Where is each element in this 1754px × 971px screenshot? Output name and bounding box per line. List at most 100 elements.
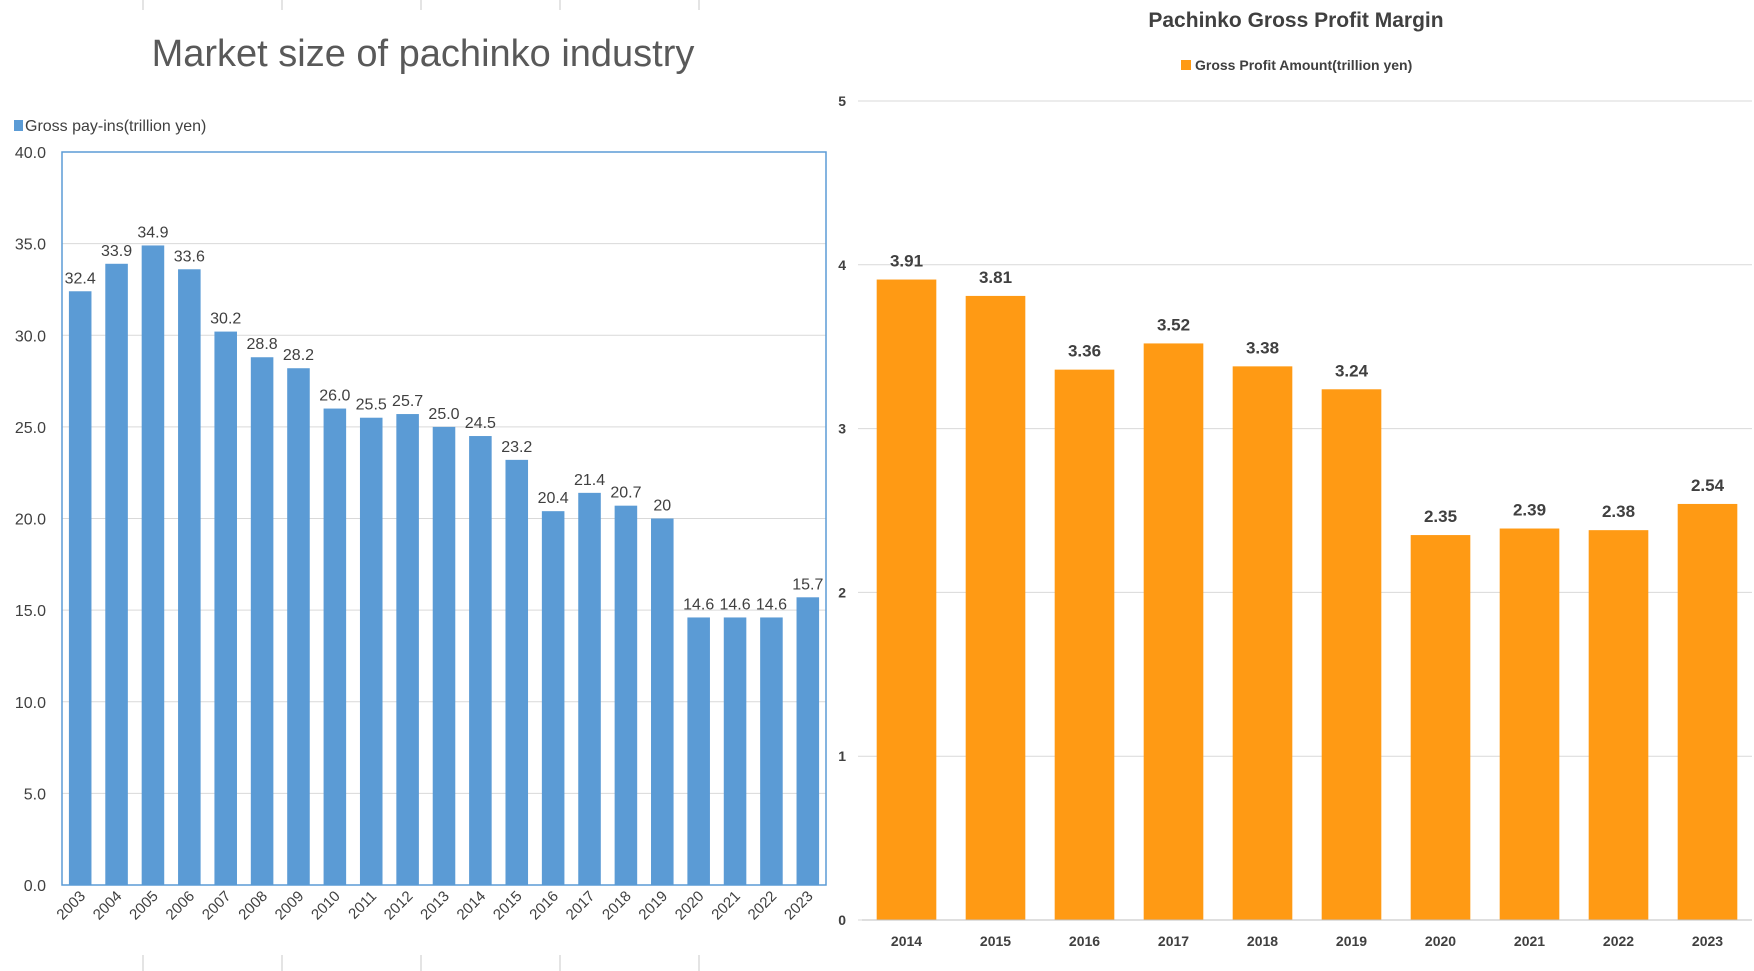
left-x-tick-label-2017: 2017 <box>563 888 599 924</box>
left-bars <box>68 245 820 886</box>
left-legend-label: Gross pay-ins(trillion yen) <box>25 118 206 135</box>
left-bar-2003 <box>68 291 92 885</box>
left-y-tick-label: 15.0 <box>15 603 46 620</box>
right-x-tick-label-2020: 2020 <box>1425 933 1456 949</box>
left-x-tick-label-2011: 2011 <box>345 888 380 923</box>
right-bar-2021 <box>1499 528 1560 920</box>
left-plot-border <box>61 151 827 886</box>
left-x-tick-label-2004: 2004 <box>90 888 126 924</box>
left-y-tick-label: 25.0 <box>15 420 46 437</box>
left-data-label-2006: 33.6 <box>174 248 205 265</box>
right-y-tick-label: 5 <box>838 93 846 109</box>
left-legend-swatch <box>14 120 23 131</box>
left-bar-2018 <box>614 505 638 885</box>
left-y-axis: 0.0 5.0 10.0 15.0 20.0 25.0 30.0 35.0 40.0 <box>15 145 46 895</box>
left-bar-2015 <box>505 459 529 885</box>
left-bar-2020 <box>687 617 710 885</box>
right-bar-2017 <box>1143 343 1204 920</box>
left-bar-2022 <box>760 617 783 885</box>
left-data-label-2003: 32.4 <box>65 270 96 287</box>
right-data-label-2016: 3.36 <box>1068 342 1101 361</box>
right-data-labels: 3.91 3.81 3.36 3.52 3.38 3.24 2.35 2.39 2.38 2.54 <box>890 252 1725 527</box>
left-x-tick-label-2016: 2016 <box>526 888 562 924</box>
left-frame-ticks <box>142 0 700 971</box>
left-bar-2016 <box>541 511 565 885</box>
left-data-label-2018: 20.7 <box>610 485 641 502</box>
left-data-label-2016: 20.4 <box>538 490 569 507</box>
left-bar-2017 <box>578 492 601 885</box>
left-data-label-2023: 15.7 <box>792 576 823 593</box>
right-data-label-2017: 3.52 <box>1157 315 1190 334</box>
left-bar-2004 <box>105 263 128 886</box>
pachinko-gross-profit-chart: Pachinko Gross Profit Margin Gross Profi… <box>838 9 1752 949</box>
left-x-tick-label-2012: 2012 <box>381 888 417 924</box>
left-x-tick-label-2007: 2007 <box>199 888 235 924</box>
right-y-axis: 0 1 2 3 4 5 <box>838 93 846 928</box>
left-y-tick-label: 30.0 <box>15 328 46 345</box>
left-bar-2012 <box>396 414 419 885</box>
right-y-tick-label: 3 <box>838 421 846 437</box>
right-bar-2022 <box>1588 530 1649 920</box>
right-x-tick-label-2021: 2021 <box>1514 933 1545 949</box>
left-x-tick-label-2015: 2015 <box>490 888 526 924</box>
left-data-label-2004: 33.9 <box>101 243 132 260</box>
right-x-tick-label-2015: 2015 <box>980 933 1011 949</box>
left-y-tick-label: 35.0 <box>15 237 46 254</box>
right-bar-2014 <box>876 279 937 920</box>
right-chart-title: Pachinko Gross Profit Margin <box>1148 9 1443 32</box>
right-legend-swatch <box>1181 60 1191 70</box>
left-bar-2011 <box>359 417 383 885</box>
left-y-tick-label: 10.0 <box>15 695 46 712</box>
left-bar-2023 <box>796 597 820 885</box>
left-data-label-2011: 25.5 <box>356 397 387 414</box>
right-bar-2015 <box>965 295 1026 920</box>
left-data-label-2012: 25.7 <box>392 393 423 410</box>
left-y-tick-label: 0.0 <box>24 878 46 895</box>
left-bar-2008 <box>250 357 274 885</box>
left-y-tick-label: 5.0 <box>24 786 46 803</box>
left-data-label-2013: 25.0 <box>428 406 459 423</box>
right-data-label-2020: 2.35 <box>1424 507 1457 526</box>
left-bar-2009 <box>287 368 310 885</box>
right-data-label-2021: 2.39 <box>1513 501 1546 520</box>
left-x-tick-label-2014: 2014 <box>454 888 490 924</box>
left-data-label-2017: 21.4 <box>574 472 605 489</box>
pachinko-market-size-chart: Market size of pachinko industry Gross p… <box>14 0 827 971</box>
right-bar-2020 <box>1410 535 1471 920</box>
left-x-tick-label-2018: 2018 <box>599 888 635 924</box>
right-y-tick-label: 1 <box>838 748 846 764</box>
left-data-label-2020: 14.6 <box>683 596 714 613</box>
right-x-tick-label-2018: 2018 <box>1247 933 1278 949</box>
left-x-tick-label-2008: 2008 <box>235 888 271 924</box>
left-bar-2013 <box>432 426 456 885</box>
left-bar-2010 <box>323 408 347 885</box>
right-legend-label: Gross Profit Amount(trillion yen) <box>1195 57 1412 73</box>
left-x-tick-label-2019: 2019 <box>635 888 671 924</box>
right-data-label-2023: 2.54 <box>1691 476 1725 495</box>
left-chart-title: Market size of pachinko industry <box>152 33 695 75</box>
left-x-tick-label-2005: 2005 <box>126 888 162 924</box>
left-x-tick-label-2022: 2022 <box>745 888 781 924</box>
left-bar-2014 <box>469 436 492 885</box>
left-data-label-2015: 23.2 <box>501 439 532 456</box>
left-bar-2006 <box>178 269 201 885</box>
left-x-tick-label-2010: 2010 <box>308 888 344 924</box>
right-y-tick-label: 2 <box>838 584 846 600</box>
right-x-tick-label-2023: 2023 <box>1692 933 1723 949</box>
right-y-tick-label: 4 <box>838 257 846 273</box>
left-data-label-2021: 14.6 <box>719 596 750 613</box>
right-bar-2016 <box>1054 369 1115 921</box>
right-y-tick-label: 0 <box>838 912 846 928</box>
right-x-tick-label-2014: 2014 <box>891 933 922 949</box>
left-x-tick-label-2020: 2020 <box>672 888 708 924</box>
left-y-tick-label: 20.0 <box>15 512 46 529</box>
left-data-label-2019: 20 <box>653 498 671 515</box>
left-bar-2021 <box>723 617 747 885</box>
left-x-tick-label-2021: 2021 <box>708 888 744 924</box>
right-data-label-2014: 3.91 <box>890 252 923 271</box>
right-x-tick-label-2022: 2022 <box>1603 933 1634 949</box>
right-bars <box>876 279 1738 921</box>
left-bar-2005 <box>141 245 165 885</box>
right-data-label-2019: 3.24 <box>1335 361 1369 380</box>
